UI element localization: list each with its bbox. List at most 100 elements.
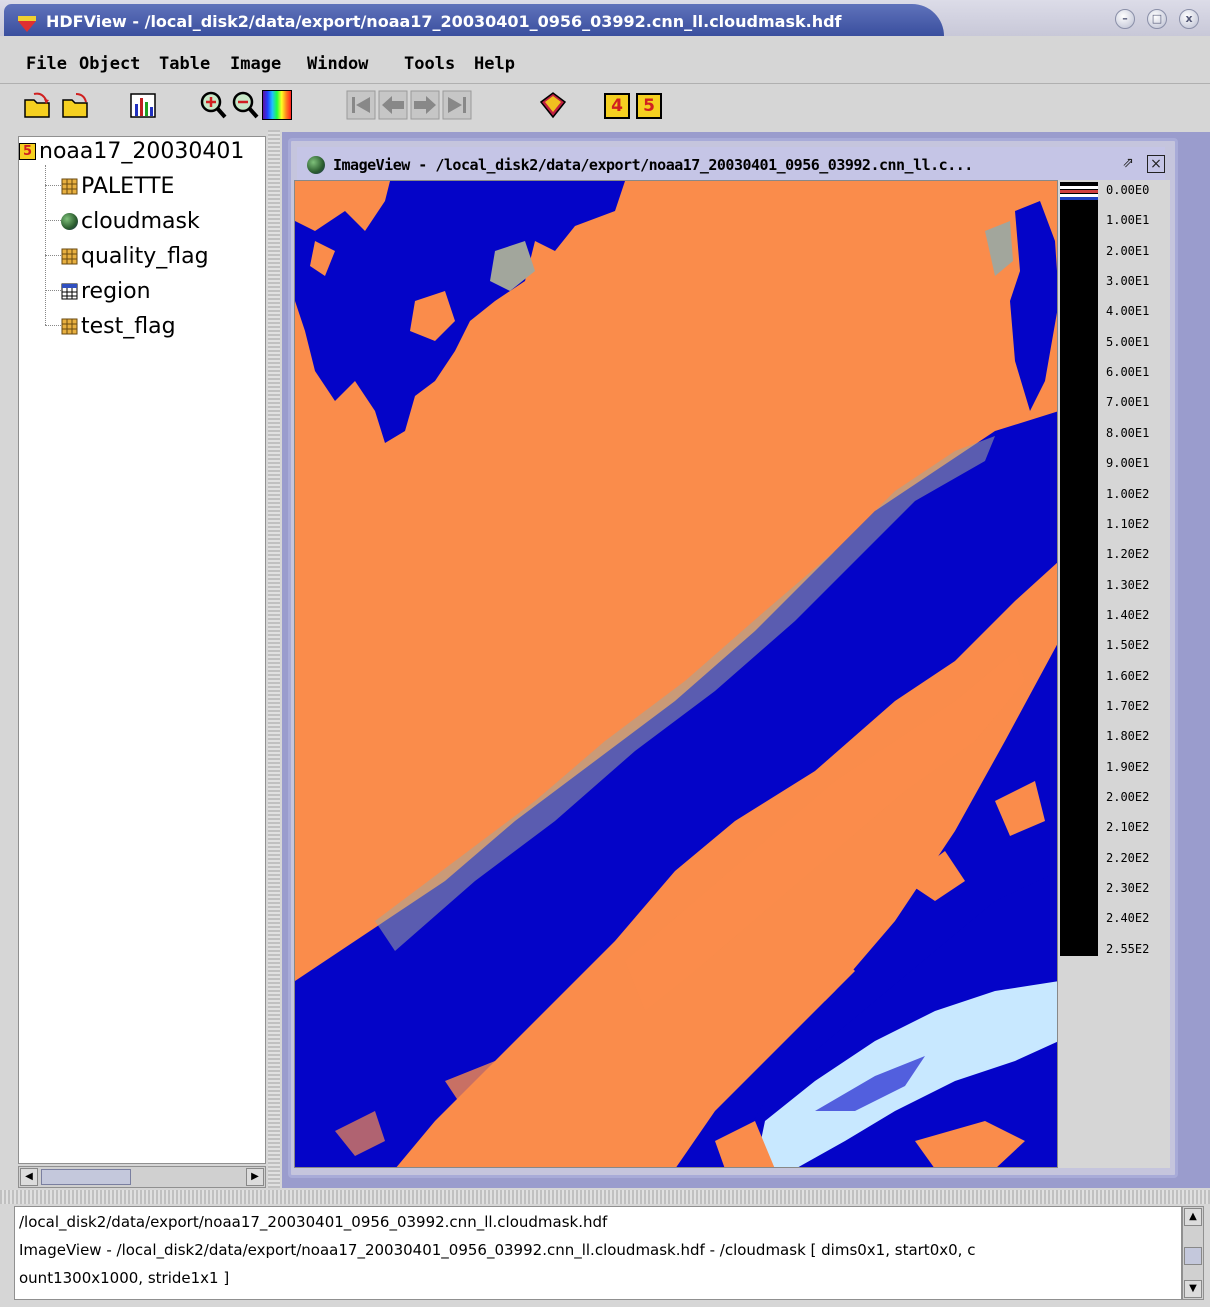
- palette-icon[interactable]: [262, 90, 292, 120]
- title-bar: HDFView - /local_disk2/data/export/noaa1…: [0, 0, 1210, 36]
- imageview-title-bar[interactable]: ImageView - /local_disk2/data/export/noa…: [297, 147, 1165, 181]
- scroll-thumb[interactable]: [1184, 1247, 1202, 1265]
- menu-file[interactable]: File: [26, 54, 67, 74]
- next-icon[interactable]: [410, 90, 440, 120]
- cloudmask-raster: [295, 181, 1057, 1167]
- palette-tick-label: 2.40E2: [1106, 911, 1150, 926]
- palette-tick-label: 1.40E2: [1106, 607, 1150, 622]
- menu-bar: File Object Table Image Window Tools Hel…: [0, 40, 1210, 84]
- hdf5-icon[interactable]: 5: [636, 93, 662, 119]
- menu-object[interactable]: Object: [79, 54, 141, 74]
- last-icon[interactable]: [442, 90, 472, 120]
- palette-stripe: [1060, 190, 1098, 193]
- menu-tools[interactable]: Tools: [404, 54, 456, 74]
- tree-item-test-flag[interactable]: test_flag: [61, 314, 176, 339]
- zoom-in-icon[interactable]: [198, 90, 228, 120]
- tree-connector: [45, 185, 61, 186]
- tree-connector: [45, 290, 61, 291]
- tree-item-label: quality_flag: [81, 244, 209, 269]
- window-title: HDFView - /local_disk2/data/export/noaa1…: [46, 12, 842, 31]
- tree-item-palette[interactable]: PALETTE: [61, 174, 174, 199]
- tree-root-label: noaa17_20030401: [39, 139, 245, 164]
- scroll-down-icon[interactable]: ▼: [1184, 1280, 1202, 1298]
- users-guide-icon[interactable]: [538, 90, 568, 120]
- palette-tick-label: 4.00E1: [1106, 304, 1150, 319]
- status-line: ount1300x1000, stride1x1 ]: [19, 1269, 230, 1287]
- close-file-icon[interactable]: [60, 90, 90, 120]
- palette-tick-label: 7.00E1: [1106, 395, 1150, 410]
- palette-tick-label: 1.00E2: [1106, 486, 1150, 501]
- palette-tick-label: 5.00E1: [1106, 334, 1150, 349]
- imageview-title: ImageView - /local_disk2/data/export/noa…: [333, 156, 973, 174]
- palette-tick-label: 2.55E2: [1106, 941, 1150, 956]
- title-tab: HDFView - /local_disk2/data/export/noaa1…: [4, 4, 944, 36]
- tree-item-region[interactable]: region: [61, 279, 151, 304]
- open-icon[interactable]: [22, 90, 52, 120]
- menu-help[interactable]: Help: [474, 54, 515, 74]
- tree-root-node[interactable]: 5 noaa17_20030401: [19, 139, 244, 164]
- palette-tick-label: 2.10E2: [1106, 820, 1150, 835]
- hdf5-file-badge: 5: [22, 144, 33, 159]
- status-line: /local_disk2/data/export/noaa17_20030401…: [19, 1213, 608, 1231]
- menu-image[interactable]: Image: [230, 54, 282, 74]
- tree-item-label: cloudmask: [81, 209, 200, 234]
- dataset-icon: [61, 248, 78, 265]
- cloudmask-image[interactable]: [294, 180, 1058, 1168]
- table-icon: [61, 283, 78, 300]
- vertical-split-handle[interactable]: [268, 130, 280, 1188]
- scroll-thumb[interactable]: [41, 1169, 131, 1185]
- toolbar: 4 5: [0, 86, 1210, 126]
- maximize-button[interactable]: □: [1147, 9, 1167, 29]
- scroll-left-icon[interactable]: ◀: [20, 1168, 38, 1186]
- minimize-button[interactable]: –: [1115, 9, 1135, 29]
- tree-item-label: test_flag: [81, 314, 176, 339]
- palette-tick-label: 1.20E2: [1106, 547, 1150, 562]
- tree-item-cloudmask[interactable]: cloudmask: [61, 209, 200, 234]
- palette-tick-label: 1.50E2: [1106, 638, 1150, 653]
- image-globe-icon: [307, 156, 325, 174]
- palette-tick-label: 2.30E2: [1106, 881, 1150, 896]
- status-line: ImageView - /local_disk2/data/export/noa…: [19, 1241, 976, 1259]
- tree-connector: [45, 255, 61, 256]
- palette-tick-label: 1.10E2: [1106, 516, 1150, 531]
- scroll-up-icon[interactable]: ▲: [1184, 1208, 1202, 1226]
- palette-tick-label: 2.00E2: [1106, 790, 1150, 804]
- hdf4-label: 4: [611, 96, 623, 116]
- tree-item-quality-flag[interactable]: quality_flag: [61, 244, 209, 269]
- tree-item-label: region: [81, 279, 151, 304]
- hdf4-icon[interactable]: 4: [604, 93, 630, 119]
- zoom-out-icon[interactable]: [230, 90, 260, 120]
- palette-legend: 0.00E0 1.00E1 2.00E1 3.00E1 4.00E1 5.00E1 6.00…: [1058, 180, 1170, 1168]
- hdf5-file-icon: 5: [19, 143, 36, 160]
- palette-colorbar: [1060, 182, 1098, 956]
- file-tree: 5 noaa17_20030401 PALETTE cloudmask qual…: [18, 136, 266, 1164]
- tree-connector: [45, 220, 61, 221]
- dataset-icon: [61, 318, 78, 335]
- menu-window[interactable]: Window: [307, 54, 369, 74]
- status-log: /local_disk2/data/export/noaa17_20030401…: [14, 1206, 1182, 1300]
- palette-tick-label: 1.80E2: [1106, 729, 1150, 744]
- previous-icon[interactable]: [378, 90, 408, 120]
- close-frame-icon[interactable]: ×: [1147, 155, 1165, 173]
- first-icon[interactable]: [346, 90, 376, 120]
- status-vertical-scrollbar[interactable]: ▲ ▼: [1182, 1206, 1204, 1300]
- palette-tick-label: 9.00E1: [1106, 456, 1150, 471]
- palette-tick-label: 1.70E2: [1106, 698, 1150, 713]
- hdfview-app-icon: [18, 16, 36, 32]
- scroll-right-icon[interactable]: ▶: [246, 1168, 264, 1186]
- palette-stripe: [1060, 194, 1098, 197]
- palette-tick-label: 1.00E1: [1106, 213, 1150, 228]
- maximize-frame-icon[interactable]: ⇗: [1122, 155, 1134, 171]
- palette-tick-label: 1.60E2: [1106, 668, 1150, 683]
- palette-tick-label: 1.30E2: [1106, 577, 1150, 592]
- horizontal-split-handle[interactable]: [0, 1190, 1210, 1204]
- palette-tick-label: 2.00E1: [1106, 243, 1150, 258]
- close-button[interactable]: x: [1179, 9, 1199, 29]
- menu-table[interactable]: Table: [159, 54, 211, 74]
- tree-horizontal-scrollbar[interactable]: ◀ ▶: [18, 1166, 266, 1188]
- tree-connector: [45, 165, 46, 325]
- histogram-icon[interactable]: [128, 90, 158, 120]
- palette-tick-label: 0.00E0: [1106, 183, 1150, 197]
- palette-tick-label: 6.00E1: [1106, 365, 1150, 380]
